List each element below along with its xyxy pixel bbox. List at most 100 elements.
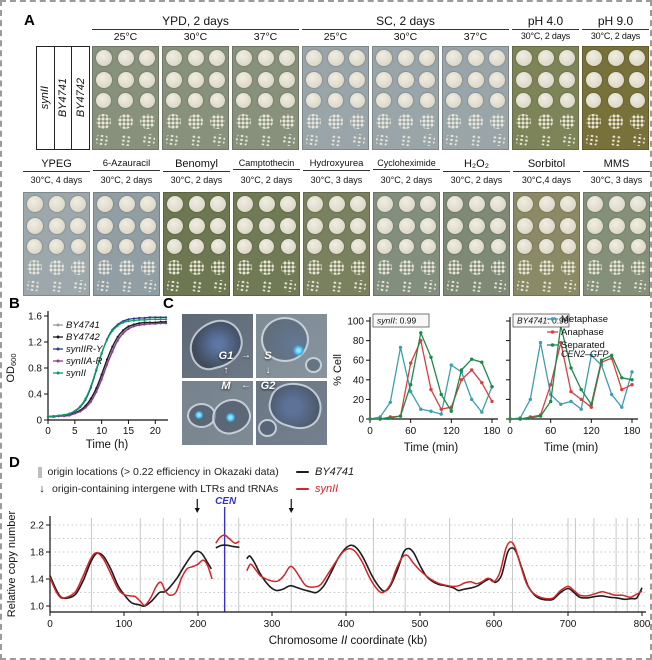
treatment-name: 6-Azauracil [93, 158, 160, 171]
colony-spot [257, 71, 274, 88]
gfp-focus [226, 413, 235, 422]
colony-spot [538, 93, 553, 108]
treatment-condition: 30°C, 3 days [310, 175, 363, 185]
colony-spot [329, 279, 344, 293]
colony-spot [259, 259, 274, 275]
colony-spot [469, 279, 484, 293]
svg-text:0.4: 0.4 [28, 390, 42, 401]
cell-cycle-diagram: G1 → S ↑ ↓ M ← G2 [214, 350, 282, 395]
dilution-row [587, 239, 646, 254]
condition-group-header: pH 4.0 [512, 14, 579, 30]
colony-spot [258, 113, 273, 129]
dilution-row [306, 93, 365, 108]
svg-text:1.2: 1.2 [28, 338, 42, 349]
colony-spot [609, 279, 624, 293]
correlation-box [372, 313, 430, 328]
condition-subheader: 30°C [393, 31, 418, 43]
spot-plate [443, 192, 510, 296]
colony-spot [49, 239, 64, 254]
strain-by4742-label: BY4742 [74, 78, 87, 118]
colony-spot [447, 239, 462, 254]
colony-spot [96, 113, 111, 129]
series-BY4741 [215, 544, 240, 549]
spot-plate [372, 46, 439, 150]
colony-spot [608, 93, 623, 108]
growth-axes: 0 0.4 0.8 1.2 1.6 0 5 10 15 20 OD600 Time (h) [5, 311, 168, 451]
strain-by4741-label: BY4741 [57, 78, 69, 118]
colony-spot [306, 50, 322, 66]
cellcycle-axes: 0 20 40 60 80 100 0 60 120 180 Time (min) % Cell [332, 317, 501, 455]
colony-spot [237, 259, 252, 275]
svg-text:180: 180 [484, 426, 501, 437]
colony-spot [349, 71, 365, 88]
svg-text:synII: synII [66, 368, 86, 379]
colony-spot [560, 93, 575, 108]
colony-spot [280, 93, 295, 108]
dilution-row [446, 93, 505, 108]
colony-spot [420, 113, 435, 129]
spot-plate [23, 192, 90, 296]
colony-spot [468, 196, 485, 212]
copy-number-chart: CEN 1.0 1.4 1.8 2.2 0 100 200 300 400 500 600 700 800… [6, 496, 651, 647]
colony-spot [397, 50, 414, 66]
micro-tile-s [256, 314, 327, 378]
spot-plate [373, 192, 440, 296]
down-arrow-icon: ↓ [265, 365, 271, 376]
condition-subheader: 30°C [183, 31, 208, 43]
svg-text:60: 60 [353, 356, 365, 367]
condition-subheader: 25°C [323, 31, 348, 43]
treatment-condition: 30°C,4 days [521, 175, 572, 185]
colony-spot [307, 259, 322, 275]
svg-text:synIIR-Y: synIIR-Y [66, 344, 103, 355]
colony-spot [377, 196, 393, 212]
colony-spot [399, 279, 414, 293]
series-BY4741 [49, 550, 213, 607]
dilution-row [27, 196, 86, 212]
colony-spot [493, 279, 507, 293]
colony-spot [516, 50, 532, 66]
dilution-row [375, 133, 436, 147]
colony-spot [398, 196, 415, 212]
colony-spot [350, 93, 365, 108]
colony-spot [447, 217, 463, 234]
colony-spot [609, 259, 624, 275]
micro-tile-g1 [182, 314, 253, 378]
colony-spot [421, 239, 436, 254]
svg-text:2.2: 2.2 [30, 521, 44, 532]
growth-series [46, 316, 168, 418]
colony-spot [329, 259, 344, 275]
micro-tile-g2 [256, 381, 327, 445]
colony-spot [257, 50, 274, 66]
colony-spot [306, 279, 320, 293]
colony-spot [27, 217, 43, 234]
svg-text:800: 800 [634, 619, 651, 630]
colony-spot [397, 71, 414, 88]
gfp-focus [195, 411, 203, 419]
colony-spot [118, 133, 133, 147]
dilution-row [445, 133, 506, 147]
dilution-row [236, 93, 295, 108]
colony-spot [49, 279, 64, 293]
colony-spot [350, 196, 366, 212]
dilution-row [586, 50, 645, 66]
left-arrow-icon: ← [241, 380, 251, 391]
colony-spot [377, 259, 392, 275]
origin-locations-legend: origin locations (> 0.22 efficiency in O… [38, 466, 279, 478]
dilution-row [307, 217, 366, 234]
dilution-row [586, 113, 645, 129]
colony-spot [447, 196, 463, 212]
treatment-condition: 30°C, 2 days [240, 175, 293, 185]
colony-spot [608, 196, 625, 212]
colony-spot [350, 113, 365, 129]
colony-spot [211, 239, 226, 254]
colony-spot [563, 279, 577, 293]
dilution-row [27, 239, 86, 254]
svg-text:20: 20 [150, 426, 162, 437]
dilution-row [447, 259, 506, 275]
colony-spot [49, 259, 64, 275]
colony-spot [516, 113, 531, 129]
colony-spot [188, 133, 203, 147]
dilution-row [307, 196, 366, 212]
spot-plate [233, 192, 300, 296]
dilution-row [167, 239, 226, 254]
